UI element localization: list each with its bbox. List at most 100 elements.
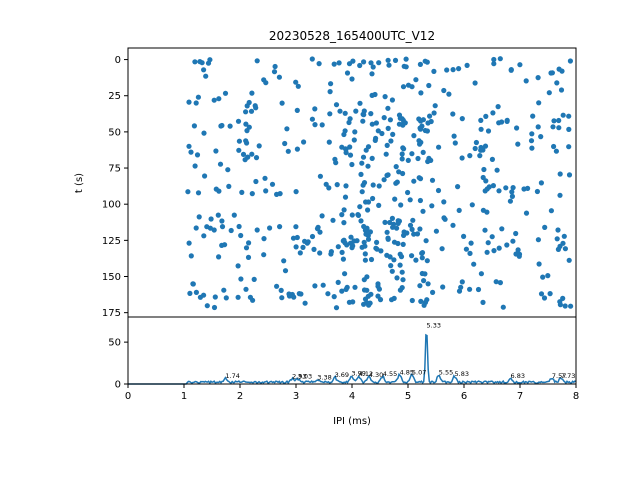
scatter-point: [191, 123, 197, 129]
scatter-point: [344, 70, 351, 76]
peak-label: 3.03: [298, 373, 312, 381]
scatter-point: [566, 113, 572, 119]
scatter-points: [185, 56, 574, 311]
scatter-point: [417, 141, 423, 147]
scatter-point: [248, 108, 255, 114]
scatter-point: [510, 238, 516, 244]
scatter-point: [365, 229, 371, 235]
scatter-point: [400, 117, 406, 123]
scatter-point: [549, 70, 556, 76]
scatter-point: [425, 281, 431, 287]
scatter-point: [504, 242, 510, 248]
scatter-point: [219, 122, 225, 129]
scatter-point: [459, 116, 465, 122]
scatter-point: [421, 278, 427, 284]
peak-label: 3.38: [317, 374, 331, 382]
scatter-point: [490, 183, 496, 189]
scatter-point: [319, 122, 325, 128]
scatter-point: [378, 248, 384, 254]
scatter-point: [272, 63, 278, 70]
scatter-point: [187, 290, 193, 296]
scatter-point: [441, 87, 447, 94]
scatter-point: [536, 100, 542, 106]
scatter-point: [385, 172, 391, 178]
x-tick-label: 4: [349, 391, 355, 402]
scatter-point: [485, 128, 492, 134]
scatter-point: [510, 185, 516, 191]
scatter-point: [202, 173, 208, 179]
scatter-point: [494, 167, 500, 173]
scatter-point: [478, 117, 484, 123]
scatter-point: [359, 160, 365, 166]
scatter-point: [365, 163, 371, 169]
scatter-point: [551, 143, 557, 150]
scatter-point: [203, 73, 209, 79]
scatter-point: [556, 125, 562, 131]
scatter-y-tick-label: 75: [108, 164, 121, 175]
scatter-point: [464, 62, 470, 68]
scatter-point: [385, 125, 391, 131]
scatter-point: [211, 304, 218, 311]
scatter-point: [293, 244, 299, 250]
scatter-point: [311, 246, 317, 252]
scatter-point: [365, 236, 372, 242]
scatter-point: [541, 295, 548, 301]
scatter-point: [515, 247, 521, 253]
scatter-point: [350, 299, 356, 305]
scatter-point: [554, 80, 560, 86]
scatter-point: [566, 144, 572, 150]
scatter-point: [252, 103, 258, 109]
scatter-point: [361, 223, 367, 230]
scatter-point: [278, 287, 284, 293]
scatter-point: [339, 288, 345, 294]
scatter-point: [249, 90, 255, 96]
scatter-point: [368, 60, 374, 66]
scatter-point: [223, 295, 229, 301]
scatter-point: [429, 177, 436, 183]
scatter-point: [417, 283, 423, 289]
scatter-point: [243, 245, 250, 251]
scatter-point: [225, 167, 231, 173]
scatter-point: [381, 177, 387, 183]
scatter-point: [424, 59, 430, 65]
scatter-point: [357, 100, 363, 106]
scatter-point: [279, 100, 285, 106]
scatter-point: [400, 277, 406, 283]
scatter-point: [392, 57, 399, 64]
scatter-point: [491, 61, 497, 67]
scatter-point: [242, 157, 248, 163]
peak-label: 7.57: [552, 372, 566, 380]
scatter-point: [545, 273, 551, 279]
histogram-line: [128, 333, 577, 385]
scatter-point: [297, 250, 303, 256]
scatter-point: [219, 218, 225, 224]
scatter-point: [376, 202, 382, 208]
scatter-panel: 0 25 50 75 100 125 150 175: [102, 47, 577, 319]
scatter-point: [450, 222, 456, 228]
scatter-point: [337, 108, 343, 114]
peak-label: 5.55: [439, 369, 453, 377]
scatter-point: [339, 212, 345, 218]
scatter-point: [251, 276, 257, 282]
scatter-point: [475, 286, 482, 293]
scatter-point: [496, 245, 502, 251]
scatter-point: [186, 99, 192, 105]
scatter-point: [365, 293, 371, 299]
scatter-point: [231, 212, 237, 218]
scatter-point: [216, 254, 222, 260]
scatter-point: [368, 256, 375, 263]
scatter-point: [535, 75, 541, 81]
x-axis-label: IPI (ms): [333, 416, 371, 427]
scatter-point: [420, 117, 426, 123]
scatter-point: [554, 236, 560, 242]
scatter-point: [463, 246, 469, 252]
scatter-point: [472, 145, 478, 152]
scatter-point: [405, 189, 411, 196]
scatter-point: [341, 220, 347, 226]
scatter-point: [376, 60, 382, 66]
scatter-point: [394, 225, 400, 231]
scatter-point: [384, 142, 390, 148]
scatter-point: [389, 97, 395, 103]
scatter-point: [441, 199, 447, 205]
